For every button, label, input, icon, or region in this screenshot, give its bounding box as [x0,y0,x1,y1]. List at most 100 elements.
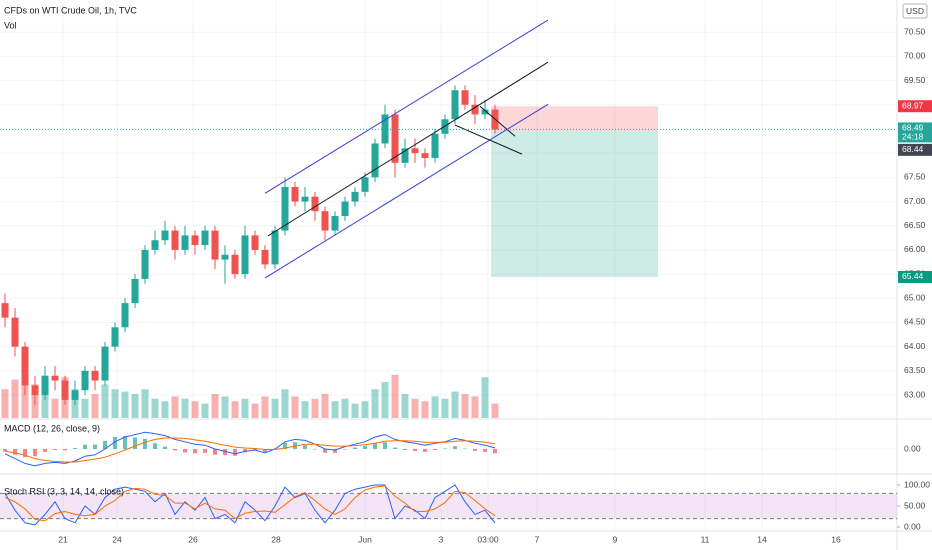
macd-hist [73,448,77,449]
macd-hist [233,449,237,456]
x-tick-label: 3 [439,534,444,544]
price-label: 68.49 [902,123,924,133]
y-tick-label: 66.50 [904,220,926,230]
macd-hist [223,449,227,456]
volume-bar [471,396,479,418]
volume-bar [361,401,369,418]
currency[interactable]: USD [906,6,924,16]
y-tick-label: 64.50 [904,317,926,327]
stoch-tick-label: 0.00 [904,521,921,531]
volume-bar [81,398,89,418]
candle-body [401,148,409,163]
candle-body [221,254,229,260]
candle-body [201,230,209,246]
candle-body [61,380,69,400]
candle-body [321,211,329,231]
x-tick-label: 21 [58,534,68,544]
volume-bar [171,396,179,418]
plot [0,0,900,531]
volume-bar [131,394,139,418]
candle-body [351,191,359,202]
x-tick-label: 9 [613,534,618,544]
candle-body [341,201,349,217]
volume-bar [421,401,429,418]
volume-bar [491,403,499,418]
volume-bar [451,391,459,418]
trend-line [479,105,516,137]
macd-hist [123,436,127,449]
macd-title: MACD (12, 26, close, 9) [4,423,100,433]
macd-hist [63,449,67,451]
candle-body [71,390,79,400]
macd-hist [403,449,407,450]
stoch-band [0,493,897,519]
volume-bar [121,391,129,418]
x-tick-label: 26 [188,534,198,544]
candle-body [361,177,369,192]
volume-bar [371,389,379,418]
candle-body [211,230,219,260]
volume-bar [271,398,279,418]
macd-hist [213,449,217,455]
macd-hist [53,449,57,450]
macd-hist [383,442,387,449]
candle-body [51,375,59,381]
macd-hist [263,449,267,453]
macd-hist [453,446,457,449]
volume-bar [321,394,329,418]
volume-bar [351,403,359,418]
candle-body [481,109,489,115]
macd-hist [183,449,187,453]
macd-hist [443,448,447,450]
macd-hist [3,449,7,452]
macd-hist [93,444,97,449]
candle-body [471,104,479,115]
y-tick-label: 67.00 [904,196,926,206]
trend-line [454,124,523,155]
y-tick-label: 64.00 [904,341,926,351]
candle-body [101,346,109,381]
x-tick-label: 14 [757,534,767,544]
candle-body [151,240,159,250]
stoch-d-line [4,485,496,522]
volume-bar [101,384,109,418]
candle-body [311,196,319,212]
y-tick-label: 69.50 [904,75,926,85]
y-tick-label: 70.00 [904,51,926,61]
candle-body [451,90,459,120]
candle-body [131,278,139,304]
candle-body [141,249,149,279]
volume-bar [151,398,159,418]
volume-bar [261,396,269,418]
candle-body [21,346,29,386]
x-tick-label: 03:00 [477,534,499,544]
stop-zone [491,106,658,132]
volume-bar [301,401,309,418]
y-tick-label: 70.50 [904,26,926,36]
macd-hist [353,447,357,449]
countdown: 24:18 [902,132,924,142]
macd-line [4,431,496,467]
macd-hist [423,449,427,452]
volume-bar [441,398,449,418]
candle-body [191,235,199,246]
macd-hist [133,437,137,449]
trend-line [264,103,549,279]
macd-hist [83,444,87,449]
price-label-bg [898,270,932,283]
volume-bar [251,403,259,418]
currency-button[interactable] [902,3,928,19]
price-label-bg [898,100,932,113]
macd-hist [313,449,317,450]
volume-bar [181,398,189,418]
y-tick-label: 66.00 [904,244,926,254]
stoch-tick-label: 50.00 [904,500,926,510]
y-tick-label: 67.50 [904,172,926,182]
macd-hist [43,449,47,452]
macd-hist [343,449,347,450]
candle-body [301,196,309,202]
price-label: 68.44 [902,144,924,154]
candle-body [31,385,39,396]
